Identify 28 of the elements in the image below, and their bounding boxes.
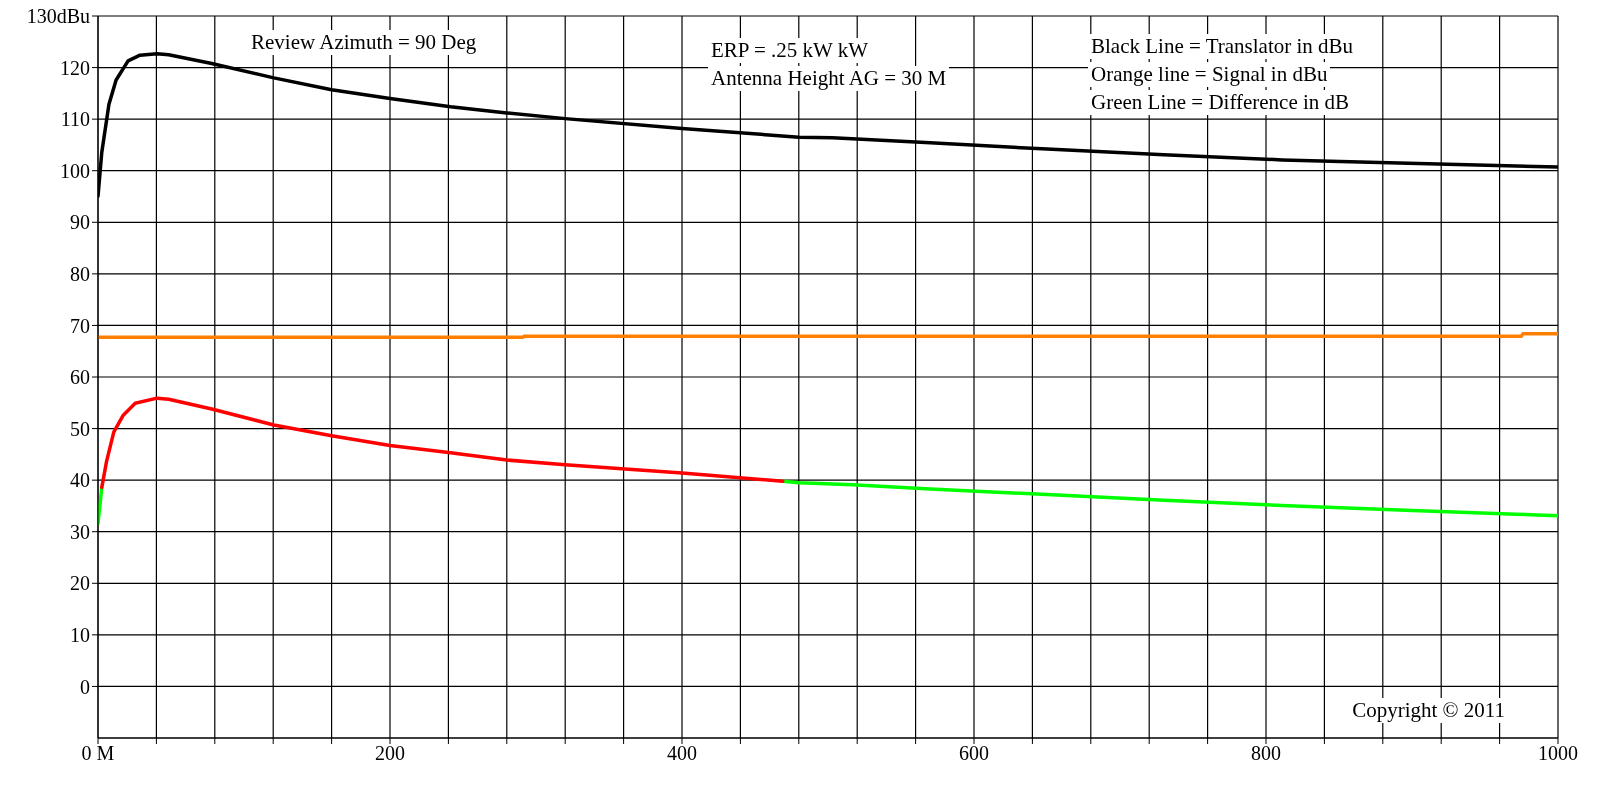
annotation: ERP = .25 kW kW (708, 38, 872, 63)
annotation: Black Line = Translator in dBu (1088, 34, 1357, 59)
x-tick-label: 800 (1251, 742, 1281, 765)
x-tick-label: 600 (959, 742, 989, 765)
y-tick-label: 10 (70, 623, 90, 646)
y-tick-label: 50 (70, 417, 90, 440)
y-tick-label: 100 (60, 159, 90, 182)
y-tick-label: 70 (70, 314, 90, 337)
y-tick-label: 120 (60, 56, 90, 79)
line-series (100, 396, 785, 490)
annotation: Orange line = Signal in dBu (1088, 62, 1331, 87)
y-tick-label: 20 (70, 572, 90, 595)
annotation: Copyright © 2011 (1349, 698, 1508, 723)
y-tick-label: 110 (60, 108, 90, 131)
y-tick-label: 60 (70, 366, 90, 389)
y-tick-label: 130dBu (26, 5, 90, 28)
y-tick-label: 30 (70, 520, 90, 543)
y-tick-label: 0 (80, 675, 90, 698)
y-tick-label: 80 (70, 262, 90, 285)
annotation: Green Line = Difference in dB (1088, 90, 1353, 115)
x-tick-label: 200 (375, 742, 405, 765)
x-tick-label: 1000 (1538, 742, 1578, 765)
annotation: Review Azimuth = 90 Deg (248, 30, 480, 55)
y-tick-label: 90 (70, 211, 90, 234)
annotation: Antenna Height AG = 30 M (708, 66, 950, 91)
x-tick-label: 0 M (81, 742, 115, 765)
x-tick-label: 400 (667, 742, 697, 765)
y-tick-label: 40 (70, 469, 90, 492)
